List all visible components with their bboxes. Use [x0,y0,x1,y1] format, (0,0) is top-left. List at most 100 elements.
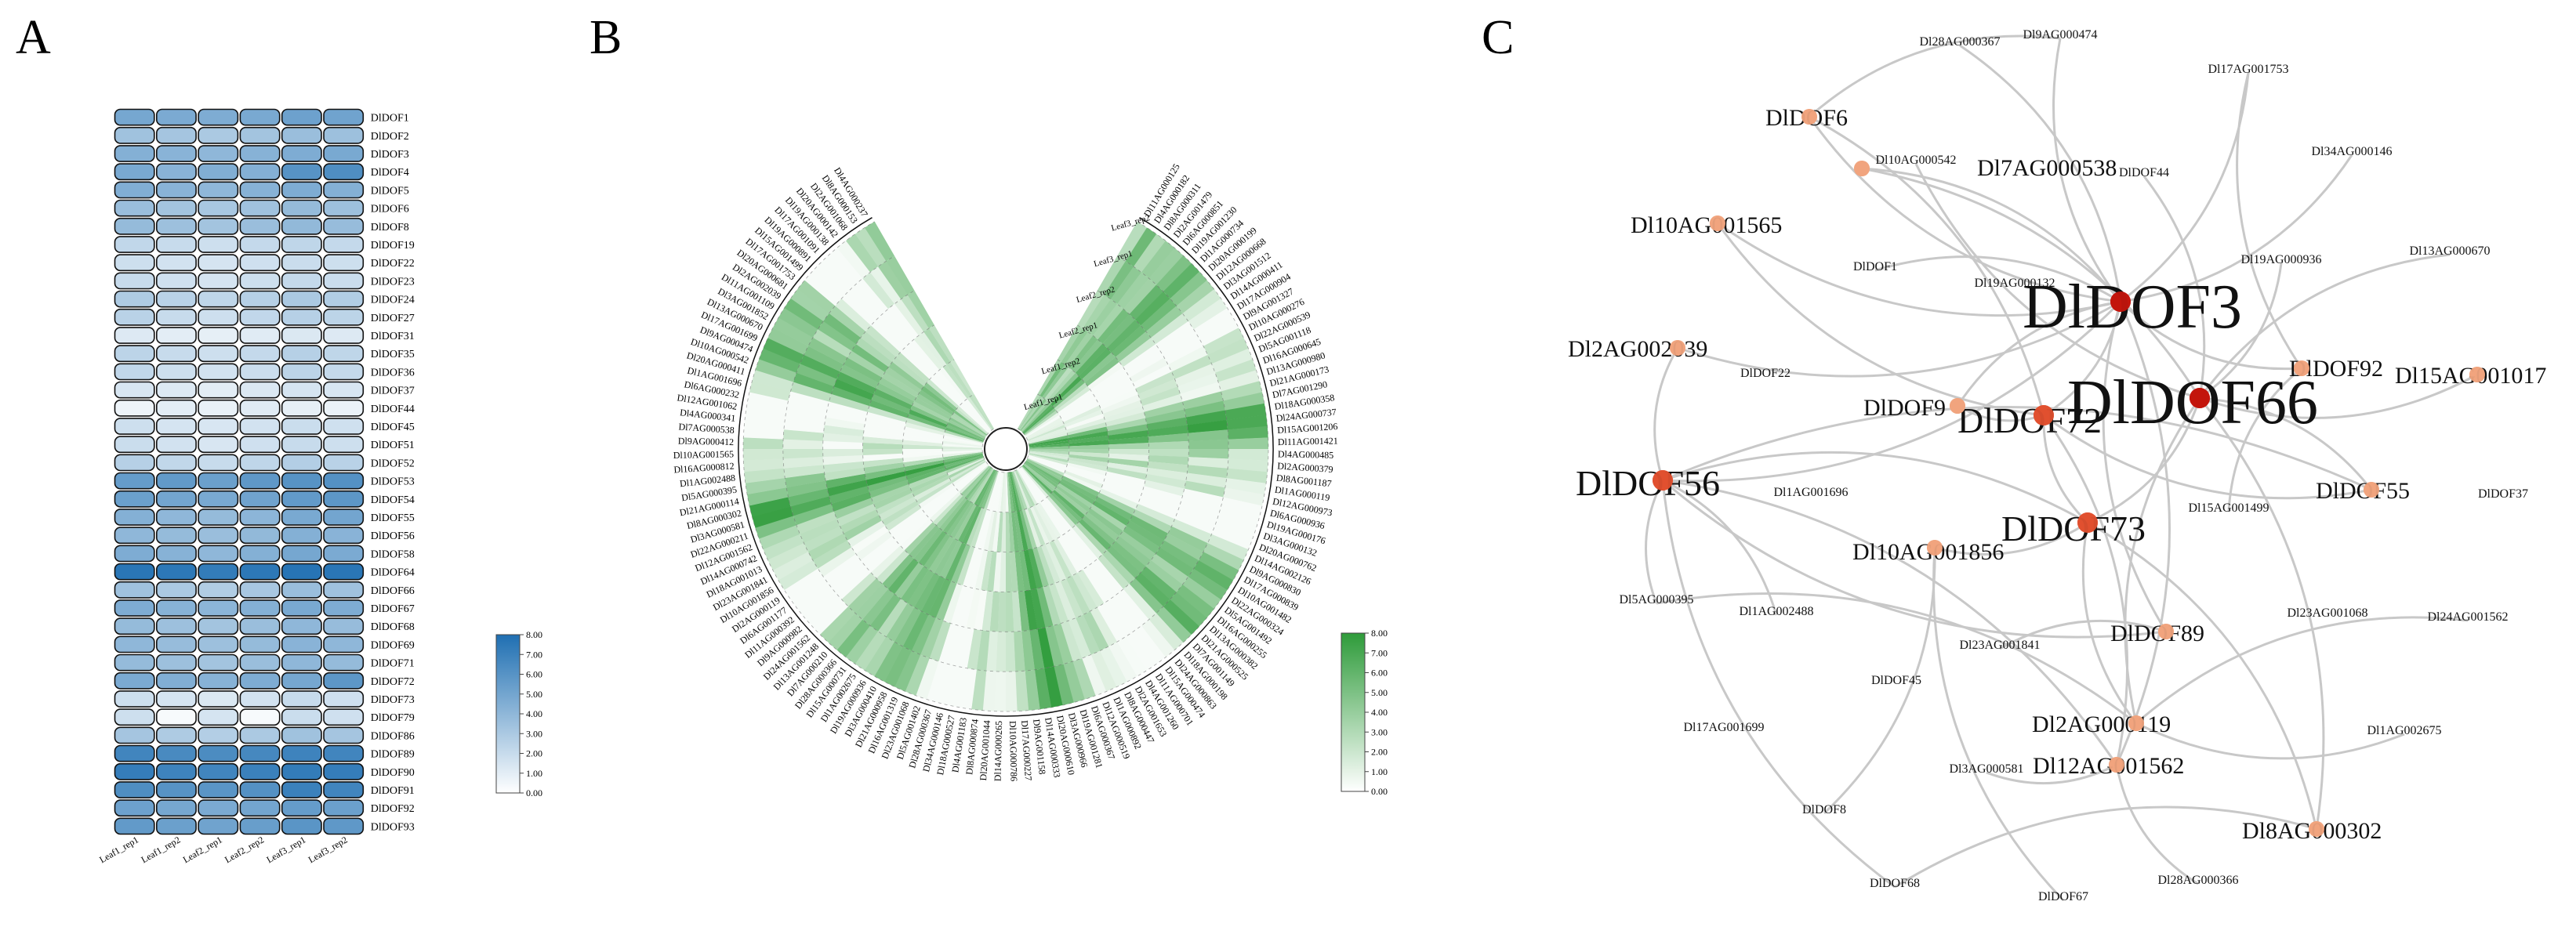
circular-heatmap-cell [963,400,991,432]
heatmap-cell [239,653,281,672]
circular-heatmap-cell [976,469,996,507]
heatmap-cell [323,581,365,599]
circular-heatmap-cell [1065,468,1105,485]
heatmap-cell [281,472,322,490]
circular-heatmap-cell [790,382,832,402]
network-edge [1645,480,1664,604]
colorbar-tick-label: 6.00 [1371,668,1388,679]
circular-heatmap-cell [909,525,940,559]
circular-heatmap-cell [822,440,863,449]
circular-heatmap-cell [1140,566,1177,600]
heatmap-cell [239,635,281,653]
circular-heatmap-cell [1097,255,1126,295]
panel-c: CDlDOF3DlDOF66DlDOF72DlDOF73DlDOF56DlDOF… [1482,11,2546,903]
circular-heatmap-cell [1133,233,1166,273]
circular-heatmap-cell [966,588,981,629]
heatmap-cell [281,199,322,217]
heatmap-cell [156,672,197,690]
circular-heatmap-cell [997,592,1006,632]
heatmap-cell [114,399,155,417]
circular-heatmap-cell [1068,457,1108,467]
circular-heatmap-cell [1027,425,1065,441]
circular-heatmap-cell [1180,382,1221,402]
row-label: DlDOF91 [371,785,415,797]
circular-heatmap-cell [811,599,849,635]
circular-heatmap-cell [846,233,879,273]
circular-heatmap-cell [1020,466,1047,500]
circular-heatmap-cell [921,575,945,615]
circular-heatmap-cell [867,405,908,422]
network-node-label: Dl12AG001562 [2033,753,2184,779]
network-node-label: Dl34AG000146 [2311,145,2392,158]
circular-heatmap-cell [1156,547,1194,577]
heatmap-cell [156,217,197,235]
circular-heatmap-cell [982,671,996,711]
network-edge [1662,405,2372,491]
circular-heatmap-cell [1171,519,1212,544]
circular-heatmap-cell [896,352,930,383]
circular-heatmap-cell [1028,548,1043,589]
circular-heatmap-cell [923,328,951,365]
circular-heatmap-cell [907,569,934,608]
heatmap-cell [323,762,365,780]
circular-heatmap-cell [755,516,796,539]
heatmap-cell [156,363,197,381]
circular-heatmap-cell [1171,354,1212,379]
row-label: DlDOF53 [371,476,415,488]
heatmap-cell [323,509,365,526]
network-node-label: Dl28AG000367 [1919,35,2000,49]
row-label: DlDOF72 [371,676,415,688]
circular-heatmap-cell [863,458,904,468]
heatmap-cell [239,217,281,235]
heatmap-cell [198,308,239,326]
circular-heatmap-cell [1068,449,1109,454]
gene-label: Dl2AG000379 [1277,460,1333,475]
network-node-label: Dl23AG001841 [1959,639,2040,652]
heatmap-cell [323,108,365,126]
circular-heatmap-cell [1130,357,1169,383]
circular-heatmap-cell [1107,320,1141,353]
circular-heatmap-cell [869,593,902,632]
circular-heatmap-cell [1036,587,1054,628]
heatmap-cell [114,236,155,253]
network-node-marker [1927,540,1943,556]
circular-heatmap-cell [1065,413,1105,430]
heatmap-cell [239,617,281,635]
gene-label: Dl20AG001044 [978,720,992,781]
circular-heatmap-cell [1075,343,1108,376]
circular-heatmap-cell [994,472,1003,512]
circular-heatmap-cell [903,431,944,441]
heatmap-cell [114,672,155,690]
circular-heatmap-cell [1049,540,1072,579]
heatmap-cell [114,308,155,326]
circular-heatmap-cell [864,424,905,436]
heatmap-cell [281,254,322,272]
circular-heatmap-cell [784,568,824,600]
circular-heatmap-cell [1027,458,1065,476]
circular-heatmap-cell [823,425,865,437]
circular-heatmap-cell [812,329,852,358]
circular-heatmap-cell [743,425,784,440]
circular-heatmap-cell [1016,510,1029,551]
circular-heatmap-cell [942,450,983,455]
heatmap-cell [281,509,322,526]
network-node-marker [1854,161,1870,176]
circular-heatmap-cell [1125,631,1157,671]
circular-heatmap-cell [905,418,945,433]
circular-heatmap-cell [1150,553,1188,585]
colorbar-tick-label: 5.00 [526,689,542,700]
circular-heatmap-cell [1097,492,1136,516]
circular-heatmap-cell [836,619,871,657]
circular-heatmap-cell [1099,488,1138,510]
circular-heatmap-cell [1068,451,1109,458]
circular-heatmap-cell [992,552,1002,592]
network-edge [1809,115,2045,416]
circular-heatmap-cell [960,402,990,433]
circular-heatmap-cell [1068,444,1109,450]
circular-heatmap-cell [829,486,869,505]
circular-heatmap-cell [818,547,856,577]
heatmap-cell [239,599,281,617]
circular-heatmap-cell [876,549,909,585]
circular-heatmap-cell [943,453,983,463]
